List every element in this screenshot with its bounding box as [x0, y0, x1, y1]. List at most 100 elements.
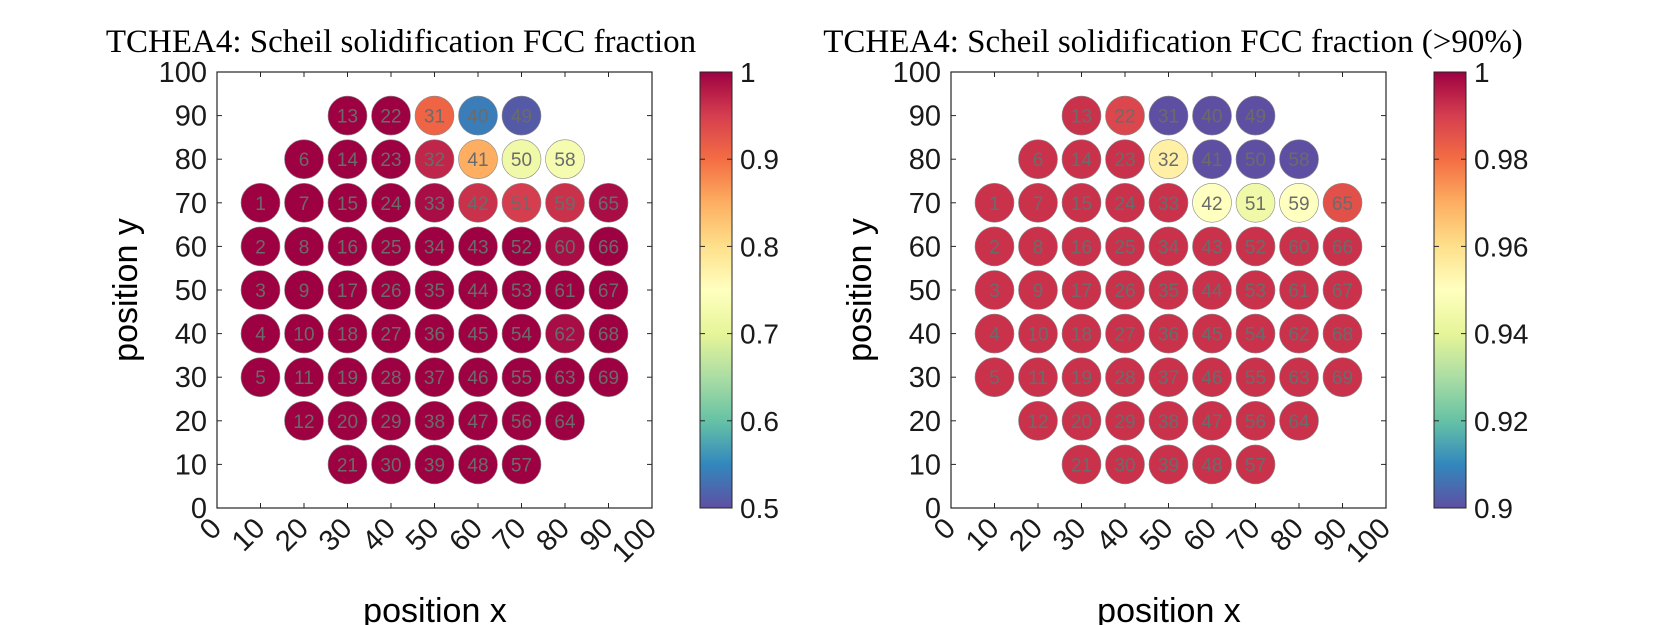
data-point: [458, 313, 498, 354]
data-point: [1148, 400, 1189, 441]
data-point: [545, 400, 585, 441]
y-tick-label: 80: [909, 144, 941, 176]
data-point: [1061, 357, 1102, 398]
x-tick-label: 100: [606, 512, 663, 569]
data-point: [414, 444, 455, 485]
data-point: [414, 183, 455, 223]
data-point: [371, 183, 411, 223]
x-tick-label: 20: [270, 512, 315, 557]
data-point: [371, 226, 411, 267]
data-point: [1018, 313, 1058, 354]
colorbar-tick-label: 0.9: [740, 144, 779, 175]
data-point-label: 52: [1245, 237, 1266, 258]
data-point-label: 41: [467, 150, 488, 171]
y-tick-label: 10: [909, 449, 941, 481]
data-point: [545, 226, 585, 267]
data-point: [371, 444, 411, 485]
data-point: [1235, 226, 1276, 267]
data-point: [1192, 400, 1232, 441]
chart-panel-right: TCHEA4: Scheil solidification FCC fracti…: [823, 24, 1528, 625]
data-point: [1235, 139, 1276, 179]
data-point-label: 57: [511, 455, 532, 476]
data-point-label: 36: [424, 325, 445, 346]
data-point-label: 59: [1288, 194, 1309, 215]
data-point-label: 43: [1201, 237, 1222, 258]
data-point-label: 36: [1158, 325, 1179, 346]
data-point: [1018, 270, 1058, 310]
data-point-label: 9: [299, 281, 310, 302]
x-tick-label: 70: [1221, 512, 1266, 557]
y-tick-label: 20: [175, 406, 207, 438]
data-point-label: 5: [255, 368, 266, 389]
data-point: [414, 313, 455, 354]
y-tick-label: 30: [909, 362, 941, 394]
colorbar-tick-label: 0.7: [740, 319, 779, 350]
data-point: [327, 183, 368, 223]
data-point-label: 54: [511, 325, 533, 346]
data-point-label: 43: [467, 237, 488, 258]
data-point-label: 50: [1245, 150, 1266, 171]
data-point: [414, 139, 455, 179]
data-point: [414, 357, 455, 398]
data-point: [327, 270, 368, 310]
data-point-label: 37: [1158, 368, 1179, 389]
data-point: [371, 270, 411, 310]
data-point-label: 46: [1201, 368, 1222, 389]
data-point: [588, 270, 629, 310]
data-point: [501, 400, 542, 441]
x-tick-label: 30: [1047, 512, 1092, 557]
data-point-label: 13: [1071, 107, 1092, 128]
data-point: [1192, 183, 1232, 223]
data-point: [1279, 139, 1319, 179]
y-tick-label: 80: [175, 144, 207, 176]
data-point-label: 26: [1114, 281, 1135, 302]
data-point: [414, 226, 455, 267]
data-point: [545, 183, 585, 223]
y-tick-label: 30: [175, 362, 207, 394]
y-tick-label: 70: [909, 188, 941, 220]
data-point-label: 14: [337, 150, 359, 171]
data-point-label: 6: [299, 150, 310, 171]
data-point: [371, 357, 411, 398]
data-point: [1322, 226, 1363, 267]
data-point-label: 3: [989, 281, 1000, 302]
data-point-label: 37: [424, 368, 445, 389]
data-point-label: 69: [598, 368, 619, 389]
data-point-label: 41: [1201, 150, 1222, 171]
data-point: [371, 139, 411, 179]
colorbar-tick-label: 0.6: [740, 406, 779, 437]
data-point: [284, 313, 324, 354]
data-point: [1148, 139, 1189, 179]
x-tick-label: 30: [313, 512, 358, 557]
data-point: [284, 226, 324, 267]
data-point-label: 22: [380, 107, 401, 128]
data-point: [545, 357, 585, 398]
x-tick-label: 60: [444, 512, 489, 557]
data-points-left: 1234567891011121314151617181920212223242…: [240, 95, 629, 485]
data-point-label: 18: [337, 325, 358, 346]
data-point-label: 1: [989, 194, 1000, 215]
data-point-label: 15: [337, 194, 358, 215]
data-point: [1148, 226, 1189, 267]
data-point: [1192, 226, 1232, 267]
data-point: [327, 95, 368, 136]
y-tick-label: 90: [909, 101, 941, 133]
data-point-label: 29: [1114, 412, 1135, 433]
data-point-label: 30: [1114, 455, 1135, 476]
data-point-label: 68: [598, 325, 619, 346]
data-point-label: 64: [554, 412, 576, 433]
data-point-label: 51: [1245, 194, 1266, 215]
data-point: [1235, 357, 1276, 398]
data-point-label: 68: [1332, 325, 1353, 346]
y-tick-label: 0: [191, 493, 207, 525]
data-point: [1018, 226, 1058, 267]
colorbar-tick-label: 0.96: [1474, 231, 1529, 262]
chart-title: TCHEA4: Scheil solidification FCC fracti…: [823, 24, 1523, 60]
data-point: [1235, 444, 1276, 485]
data-point: [1061, 400, 1102, 441]
data-point-label: 44: [1201, 281, 1223, 302]
data-point-label: 48: [1201, 455, 1222, 476]
data-point: [1235, 313, 1276, 354]
y-tick-label: 100: [159, 57, 207, 89]
x-tick-label: 10: [226, 512, 271, 557]
